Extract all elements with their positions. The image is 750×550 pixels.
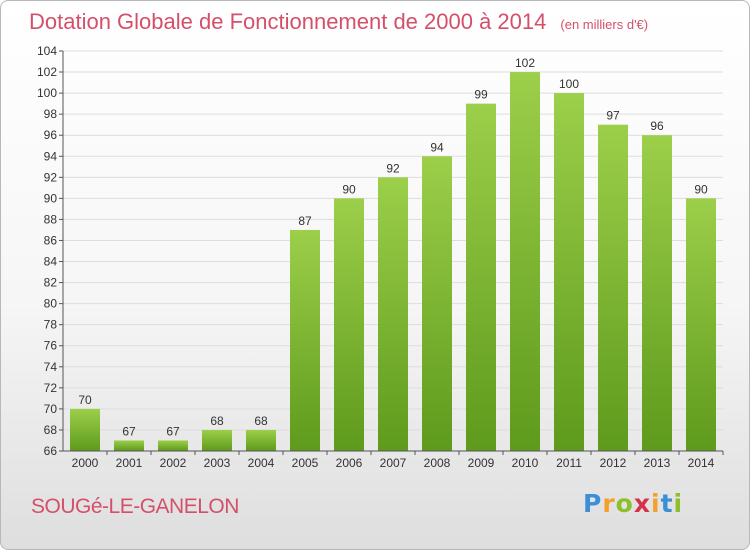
y-tick-label: 82 (44, 276, 58, 290)
logo-letter: P (583, 489, 603, 518)
bar-value-label: 90 (342, 182, 356, 196)
bar (378, 177, 408, 451)
bar-value-label: 96 (650, 119, 664, 133)
y-tick-label: 70 (44, 402, 58, 416)
bar (158, 440, 188, 451)
bar-value-label: 90 (694, 182, 708, 196)
y-tick-label: 94 (44, 149, 58, 163)
y-tick-label: 78 (44, 318, 58, 332)
x-tick-label: 2011 (556, 456, 582, 470)
x-tick-label: 2005 (292, 456, 319, 470)
x-tick-label: 2012 (600, 456, 627, 470)
x-tick-label: 2009 (468, 456, 495, 470)
y-tick-label: 100 (37, 86, 57, 100)
x-tick-label: 2006 (336, 456, 363, 470)
bar (510, 72, 540, 451)
bar-value-label: 68 (254, 414, 268, 428)
x-tick-label: 2004 (248, 456, 275, 470)
y-tick-label: 90 (44, 191, 58, 205)
y-tick-label: 66 (44, 444, 58, 458)
bar-value-label: 99 (474, 88, 488, 102)
bar (598, 124, 628, 452)
x-tick-label: 2010 (512, 456, 539, 470)
bar (70, 408, 100, 451)
bar (246, 429, 276, 451)
bar (114, 440, 144, 451)
chart-subtitle: (en milliers d'€) (560, 17, 649, 32)
chart-title: Dotation Globale de Fonctionnement de 20… (29, 9, 648, 35)
bar-value-label: 70 (78, 393, 92, 407)
location-name: SOUGé-LE-GANELON (31, 495, 239, 518)
y-tick-label: 80 (44, 297, 58, 311)
bar (642, 135, 672, 452)
bar (466, 103, 496, 451)
logo-letter: r (602, 489, 616, 518)
y-tick-label: 102 (37, 65, 57, 79)
logo-letter: o (615, 489, 634, 518)
bar-value-label: 67 (122, 424, 136, 438)
bar (202, 429, 232, 451)
bar (422, 156, 452, 451)
y-tick-label: 84 (44, 255, 58, 269)
x-tick-label: 2002 (160, 456, 187, 470)
y-tick-label: 86 (44, 233, 58, 247)
y-tick-label: 96 (44, 128, 58, 142)
bar-value-label: 97 (606, 109, 620, 123)
proxiti-logo: Proxiti (583, 489, 683, 518)
x-tick-label: 2014 (688, 456, 715, 470)
chart-title-text: Dotation Globale de Fonctionnement de 20… (29, 9, 547, 34)
bar-value-label: 94 (430, 140, 444, 154)
y-tick-label: 76 (44, 339, 58, 353)
logo-letter: t (660, 489, 674, 518)
bar-value-label: 92 (386, 161, 400, 175)
bar-value-label: 100 (559, 77, 579, 91)
y-tick-label: 88 (44, 212, 58, 226)
x-tick-label: 2003 (204, 456, 231, 470)
x-tick-label: 2007 (380, 456, 407, 470)
x-tick-label: 2008 (424, 456, 451, 470)
bar (686, 198, 716, 451)
bar-value-label: 87 (298, 214, 312, 228)
x-tick-label: 2013 (644, 456, 671, 470)
bar-value-label: 68 (210, 414, 224, 428)
y-tick-label: 98 (44, 107, 58, 121)
bar-value-label: 102 (515, 56, 535, 70)
y-tick-label: 74 (44, 360, 58, 374)
bar-value-label: 67 (166, 424, 180, 438)
y-tick-label: 68 (44, 423, 58, 437)
x-tick-label: 2000 (72, 456, 99, 470)
bar (554, 93, 584, 452)
y-tick-label: 104 (37, 44, 57, 58)
x-tick-label: 2001 (116, 456, 143, 470)
logo-letter: i (651, 489, 661, 518)
logo-letter: i (673, 489, 684, 518)
bar (290, 229, 320, 451)
y-tick-label: 92 (44, 170, 58, 184)
bar (334, 198, 364, 451)
logo-letter: x (633, 489, 651, 518)
y-tick-label: 72 (44, 381, 58, 395)
